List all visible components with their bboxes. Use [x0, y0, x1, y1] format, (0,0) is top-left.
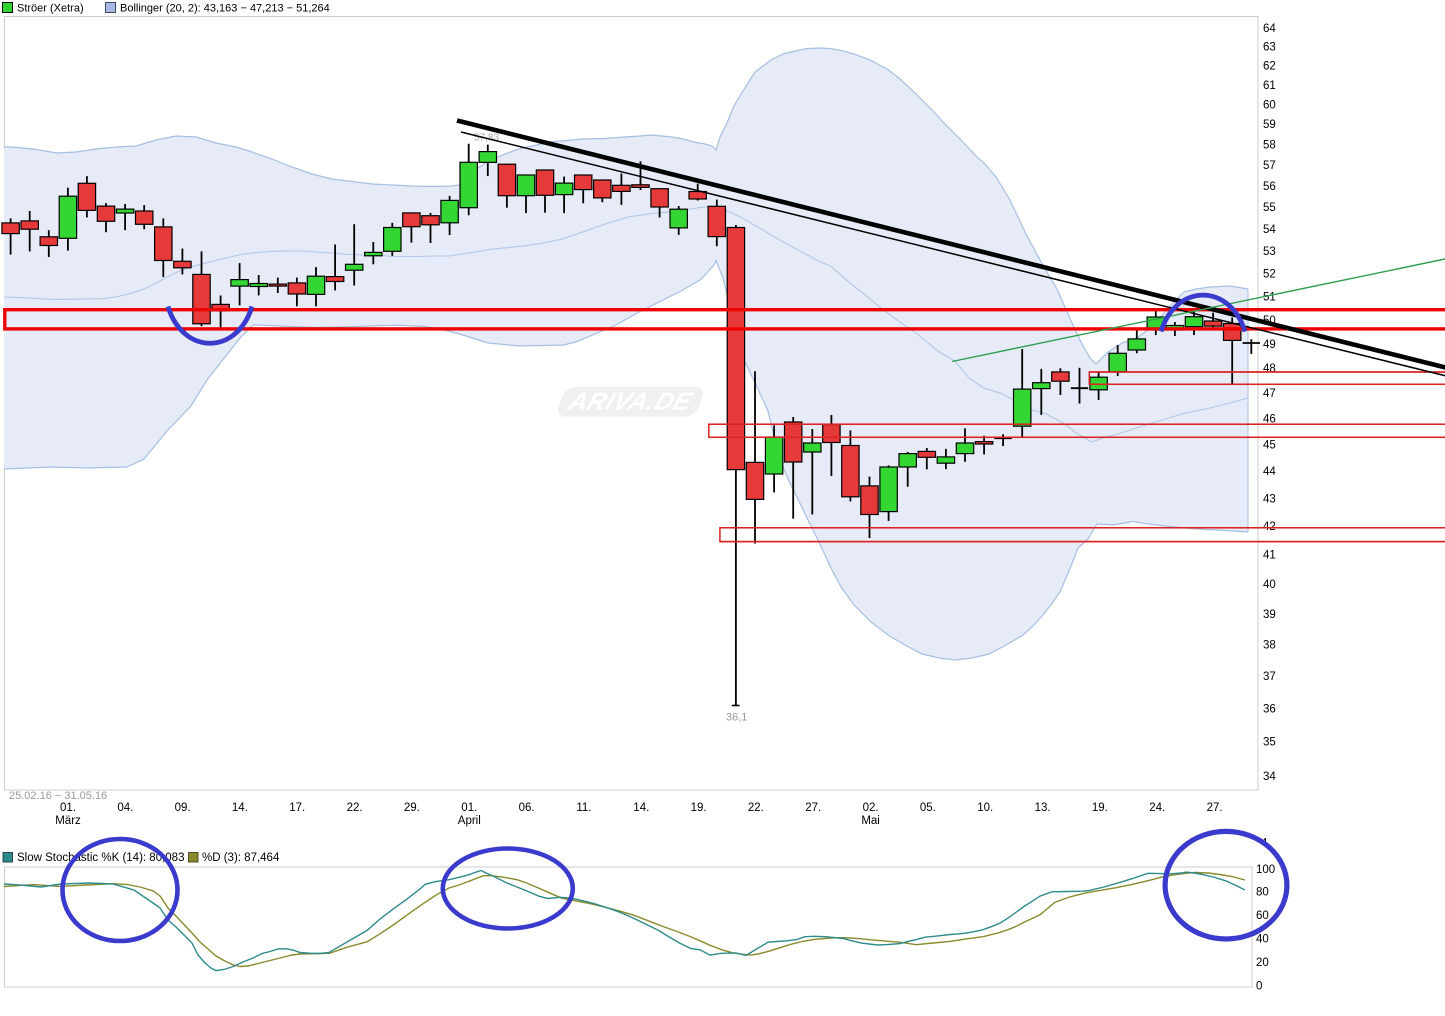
svg-text:17.: 17. — [289, 802, 305, 814]
svg-text:27.: 27. — [805, 802, 821, 814]
svg-text:29.: 29. — [404, 802, 420, 814]
svg-text:36,1: 36,1 — [726, 712, 747, 724]
svg-text:58: 58 — [1263, 139, 1276, 151]
svg-text:49: 49 — [1263, 339, 1276, 351]
svg-text:56: 56 — [1263, 181, 1276, 193]
svg-text:Slow Stochastic %K (14): 80,08: Slow Stochastic %K (14): 80,083 — [17, 852, 184, 864]
svg-text:57: 57 — [1263, 160, 1276, 172]
svg-text:05.: 05. — [920, 802, 936, 814]
svg-text:22.: 22. — [347, 802, 363, 814]
svg-text:Bollinger (20, 2): 43,163 − 47: Bollinger (20, 2): 43,163 − 47,213 − 51,… — [120, 3, 330, 15]
svg-text:19.: 19. — [1092, 802, 1108, 814]
svg-text:54: 54 — [1263, 224, 1276, 236]
svg-text:53: 53 — [1263, 246, 1276, 258]
svg-text:14.: 14. — [232, 802, 248, 814]
svg-text:45: 45 — [1263, 440, 1276, 452]
svg-text:60: 60 — [1263, 99, 1276, 111]
svg-text:100: 100 — [1256, 864, 1275, 876]
svg-text:09.: 09. — [175, 802, 191, 814]
svg-text:01.: 01. — [60, 802, 76, 814]
svg-text:40: 40 — [1263, 579, 1276, 591]
svg-text:41: 41 — [1263, 550, 1276, 562]
svg-text:Mai: Mai — [861, 815, 880, 827]
svg-text:27.: 27. — [1207, 802, 1223, 814]
svg-text:01.: 01. — [461, 802, 477, 814]
svg-text:61: 61 — [1263, 80, 1276, 92]
svg-text:38: 38 — [1263, 640, 1276, 652]
svg-text:40: 40 — [1256, 934, 1269, 946]
svg-text:14.: 14. — [633, 802, 649, 814]
svg-text:36: 36 — [1263, 703, 1276, 715]
svg-text:%D (3): 87,464: %D (3): 87,464 — [202, 852, 280, 864]
svg-text:47: 47 — [1263, 388, 1276, 400]
svg-text:63: 63 — [1263, 42, 1276, 54]
svg-text:0: 0 — [1256, 981, 1262, 993]
svg-text:13.: 13. — [1035, 802, 1051, 814]
svg-text:20: 20 — [1256, 957, 1269, 969]
svg-text:Ströer (Xetra): Ströer (Xetra) — [17, 3, 84, 15]
svg-text:46: 46 — [1263, 414, 1276, 426]
svg-text:25.02.16 − 31.05.16: 25.02.16 − 31.05.16 — [9, 790, 107, 802]
svg-text:02.: 02. — [863, 802, 879, 814]
svg-text:48: 48 — [1263, 363, 1276, 375]
svg-text:51: 51 — [1263, 292, 1276, 304]
svg-text:24.: 24. — [1149, 802, 1165, 814]
svg-text:39: 39 — [1263, 609, 1276, 621]
svg-text:37: 37 — [1263, 671, 1276, 683]
svg-text:März: März — [55, 815, 81, 827]
svg-text:59: 59 — [1263, 119, 1276, 131]
svg-text:64: 64 — [1263, 23, 1276, 35]
svg-text:44: 44 — [1263, 466, 1276, 478]
svg-text:80: 80 — [1256, 886, 1269, 898]
svg-text:19.: 19. — [691, 802, 707, 814]
svg-text:34: 34 — [1263, 771, 1276, 783]
svg-text:52: 52 — [1263, 269, 1276, 281]
svg-text:ARIVA.DE: ARIVA.DE — [564, 388, 697, 415]
svg-text:22.: 22. — [748, 802, 764, 814]
svg-text:04.: 04. — [117, 802, 133, 814]
svg-text:43: 43 — [1263, 493, 1276, 505]
svg-text:10.: 10. — [977, 802, 993, 814]
svg-text:06.: 06. — [519, 802, 535, 814]
svg-text:55: 55 — [1263, 202, 1276, 214]
svg-text:60: 60 — [1256, 910, 1269, 922]
svg-text:35: 35 — [1263, 737, 1276, 749]
svg-text:April: April — [458, 815, 481, 827]
svg-text:11.: 11. — [576, 802, 591, 814]
svg-text:62: 62 — [1263, 61, 1276, 73]
